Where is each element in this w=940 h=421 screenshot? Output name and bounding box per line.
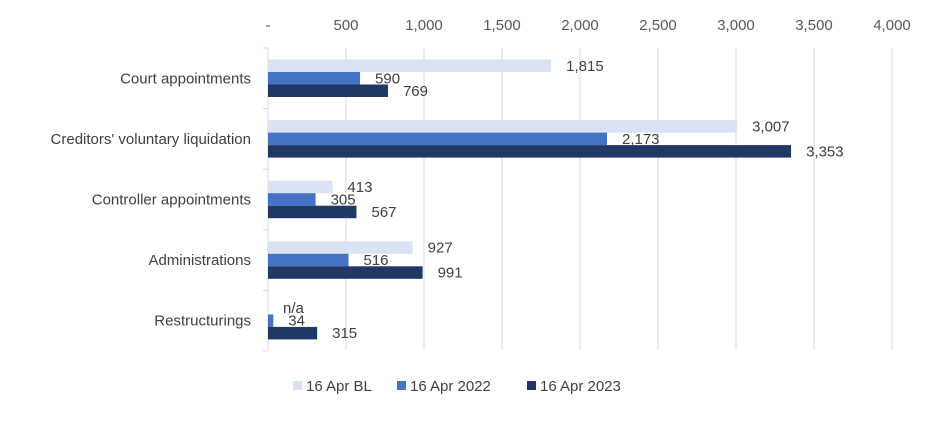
- x-tick-label: 1,500: [483, 17, 521, 34]
- legend-label: 16 Apr BL: [306, 378, 372, 395]
- x-tick-label: -: [266, 17, 271, 34]
- data-label: 2,173: [622, 131, 660, 148]
- bar: [268, 266, 423, 279]
- x-tick-label: 3,500: [795, 17, 833, 34]
- bars: [268, 59, 792, 340]
- data-label: 34: [288, 313, 305, 330]
- gridlines: [263, 47, 893, 352]
- bar: [268, 253, 349, 267]
- legend-swatch: [527, 381, 536, 390]
- category-label: Restructurings: [154, 313, 251, 330]
- bar: [268, 314, 274, 327]
- bar: [268, 180, 333, 194]
- bar: [268, 241, 413, 254]
- legend-swatch: [397, 381, 406, 390]
- data-label: 3,353: [806, 143, 844, 160]
- category-label: Creditors' voluntary liquidation: [51, 131, 251, 148]
- legend-swatch: [293, 381, 302, 390]
- bar: [268, 120, 738, 133]
- category-label: Controller appointments: [92, 192, 251, 209]
- bar: [268, 326, 318, 340]
- x-tick-label: 4,000: [873, 17, 911, 34]
- bar: [268, 84, 388, 97]
- x-tick-label: 1,000: [405, 17, 443, 34]
- legend-label: 16 Apr 2023: [540, 378, 621, 395]
- data-label: n/a: [283, 300, 305, 317]
- x-tick-label: 2,500: [639, 17, 677, 34]
- data-label: 991: [438, 265, 463, 282]
- data-label: 3,007: [752, 118, 790, 135]
- x-tick-label: 500: [333, 17, 358, 34]
- category-label: Administrations: [148, 252, 251, 269]
- data-label: 413: [347, 179, 372, 196]
- legend: 16 Apr BL 16 Apr 2022 16 Apr 2023: [293, 378, 621, 395]
- bar: [268, 205, 357, 219]
- category-label: Court appointments: [120, 70, 251, 87]
- bar: [268, 193, 316, 206]
- category-labels: Court appointments Creditors' voluntary l…: [51, 70, 251, 329]
- x-tick-label: 3,000: [717, 17, 755, 34]
- bar: [268, 145, 792, 158]
- data-label: 769: [403, 83, 428, 100]
- data-label: 1,815: [566, 58, 604, 75]
- data-label: 516: [363, 252, 388, 269]
- bar: [268, 132, 607, 146]
- data-label: 315: [332, 325, 357, 342]
- bar: [268, 72, 361, 85]
- data-label: 567: [371, 204, 396, 221]
- legend-label: 16 Apr 2022: [410, 378, 491, 395]
- data-label: 305: [331, 191, 356, 208]
- data-label: 590: [375, 70, 400, 87]
- x-axis-ticks: - 500 1,000 1,500 2,000 2,500 3,000 3,500 4,000: [266, 17, 911, 34]
- data-label: 927: [428, 240, 453, 257]
- bar: [268, 59, 552, 72]
- x-tick-label: 2,000: [561, 17, 599, 34]
